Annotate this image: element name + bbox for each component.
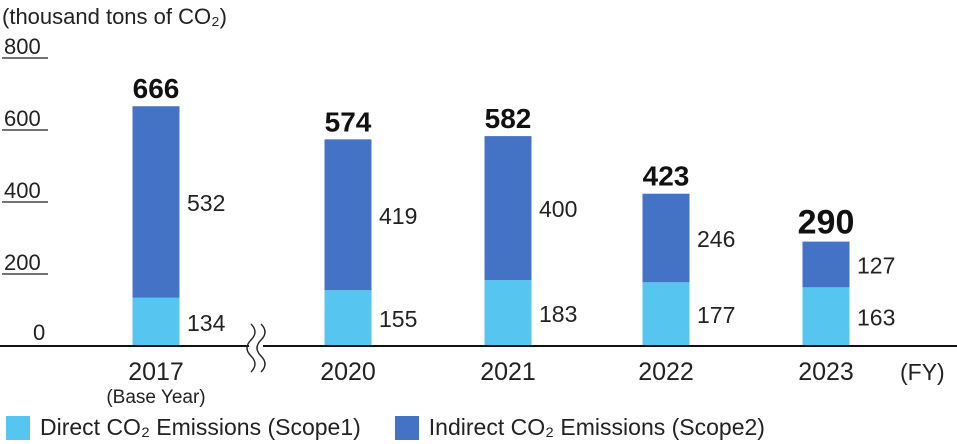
x-tick-label: 2023 — [798, 358, 854, 386]
total-label: 582 — [485, 103, 532, 134]
data-label-scope1: 163 — [857, 305, 895, 331]
bars: 134 532 666 155 419 574 183 400 582 177 246 423 163 1… — [132, 73, 895, 346]
bar-segment-scope1 — [132, 297, 180, 346]
data-label-scope2: 532 — [187, 190, 225, 216]
bar-segment-scope2 — [642, 193, 690, 283]
bar-segment-scope2 — [802, 241, 850, 288]
total-label: 666 — [133, 73, 180, 104]
bar-segment-scope1 — [802, 287, 850, 346]
data-label-scope2: 246 — [697, 226, 735, 252]
axis-break-mark — [256, 323, 266, 373]
bar-segment-scope2 — [132, 106, 180, 298]
y-tick-label: 0 — [33, 320, 45, 345]
bar-segment-scope2 — [484, 136, 532, 281]
bar-segment-scope1 — [484, 280, 532, 346]
legend: Direct CO₂ Emissions (Scope1) Indirect C… — [6, 414, 799, 441]
legend-item-scope1: Direct CO₂ Emissions (Scope1) — [6, 414, 361, 441]
bar-segment-scope2 — [324, 139, 372, 291]
total-label: 423 — [643, 161, 690, 192]
legend-swatch-scope2 — [394, 415, 419, 440]
y-axis-ticks: 0 200 400 600 800 — [2, 34, 48, 345]
data-label-scope1: 177 — [697, 302, 735, 328]
y-unit-label: (thousand tons of CO₂) — [2, 4, 227, 29]
legend-item-scope2: Indirect CO₂ Emissions (Scope2) — [394, 414, 765, 441]
data-label-scope2: 400 — [539, 196, 577, 222]
x-tick-label: 2017 — [128, 358, 184, 386]
y-tick-label: 600 — [4, 106, 41, 131]
legend-label-scope2: Indirect CO₂ Emissions (Scope2) — [428, 414, 765, 440]
data-label-scope1: 134 — [187, 310, 226, 336]
legend-label-scope1: Direct CO₂ Emissions (Scope1) — [40, 414, 361, 440]
bar-segment-scope1 — [642, 282, 690, 346]
y-tick-label: 800 — [4, 34, 41, 59]
data-label-scope1: 183 — [539, 301, 577, 327]
total-label: 574 — [325, 106, 372, 137]
x-unit-label: (FY) — [900, 359, 945, 385]
data-label-scope2: 127 — [857, 252, 895, 278]
bar-segment-scope1 — [324, 290, 372, 346]
x-tick-sublabel: (Base Year) — [106, 387, 205, 408]
data-label-scope1: 155 — [379, 306, 417, 332]
y-tick-label: 400 — [4, 178, 41, 203]
data-label-scope2: 419 — [379, 203, 417, 229]
axis-break-mark — [246, 323, 256, 373]
x-tick-label: 2020 — [320, 358, 376, 386]
total-label: 290 — [798, 204, 855, 242]
legend-swatch-scope1 — [6, 415, 30, 440]
axis-break-gap — [249, 332, 263, 366]
x-tick-label: 2022 — [638, 358, 694, 386]
x-tick-label: 2021 — [480, 358, 536, 386]
emissions-chart: (thousand tons of CO₂) 0 200 400 600 800 134… — [0, 4, 957, 408]
y-tick-label: 200 — [4, 250, 41, 275]
x-axis: 2017(Base Year) 2020 2021 2022 2023 — [0, 323, 957, 408]
